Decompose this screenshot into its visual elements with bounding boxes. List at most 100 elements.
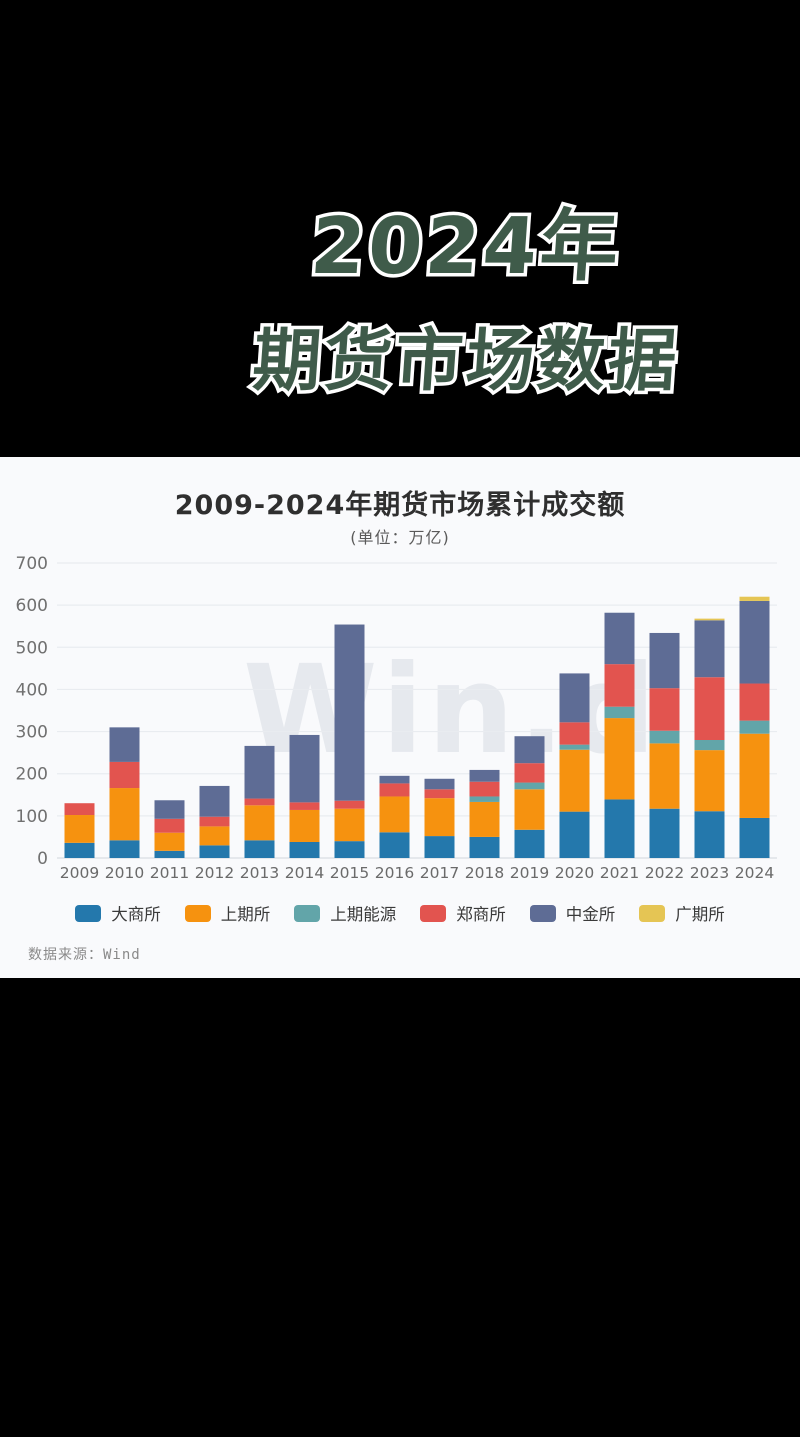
bar-segment — [694, 620, 725, 678]
bar-segment — [199, 826, 230, 846]
bar-segment — [514, 736, 545, 764]
bar-segment — [379, 832, 410, 858]
bar-segment — [694, 618, 725, 621]
bar-segment — [649, 632, 680, 689]
bar-segment — [604, 799, 635, 858]
bar-segment — [289, 809, 320, 842]
bar-segment — [469, 796, 500, 802]
legend-label: 广期所 — [675, 905, 725, 924]
bar-segment — [559, 749, 590, 812]
bar-segment — [604, 612, 635, 665]
bar-segment — [694, 811, 725, 858]
bar-segment — [739, 733, 770, 818]
y-axis-tick-label: 500 — [16, 638, 48, 658]
legend-item: 大商所 — [75, 901, 161, 925]
chart-unit-subtitle: (单位：万亿) — [350, 528, 450, 547]
bar-segment — [424, 836, 455, 858]
x-axis-tick-label: 2019 — [510, 864, 549, 882]
y-axis-tick-label: 700 — [16, 554, 48, 574]
legend-item: 上期能源 — [294, 901, 396, 925]
bar-segment — [379, 775, 410, 784]
bar-segment — [649, 808, 680, 858]
bar-segment — [469, 769, 500, 782]
legend-label: 上期能源 — [330, 905, 397, 924]
bar-segment — [559, 722, 590, 745]
bar-segment — [109, 788, 140, 841]
bar-segment — [694, 677, 725, 740]
bar-segment — [649, 730, 680, 744]
bar-segment — [739, 817, 770, 858]
x-axis-tick-label: 2024 — [735, 864, 774, 882]
bar-segment — [559, 673, 590, 723]
bar-segment — [649, 743, 680, 809]
x-axis-tick-label: 2023 — [690, 864, 729, 882]
bar-segment — [604, 718, 635, 800]
legend-swatch — [420, 904, 447, 922]
legend-label: 中金所 — [565, 905, 616, 924]
bar-segment — [694, 750, 725, 812]
legend-label: 郑商所 — [456, 905, 506, 924]
bar-segment — [289, 802, 320, 810]
stacked-bar-chart: 0 100 200 300 400 500 600 700 2009 2010 2011 2012 20… — [16, 554, 777, 882]
bar-segment — [154, 850, 185, 858]
bar-segment — [334, 624, 365, 801]
bar-segment — [289, 841, 320, 858]
bar-segment — [604, 706, 635, 719]
x-axis-tick-label: 2020 — [555, 864, 594, 882]
legend-label: 上期所 — [220, 905, 271, 924]
legend-item: 中金所 — [529, 901, 616, 925]
x-axis-tick-label: 2016 — [375, 864, 414, 882]
legend-label: 大商所 — [111, 905, 161, 924]
x-axis-tick-label: 2021 — [600, 864, 639, 882]
bar-segment — [154, 832, 185, 851]
bar-segment — [199, 845, 230, 858]
page-title-line-1: 2024年 — [304, 199, 627, 296]
bar-segment — [739, 683, 770, 721]
bar-segment — [424, 789, 455, 799]
x-axis-tick-label: 2018 — [465, 864, 504, 882]
x-axis-tick-label: 2010 — [105, 864, 144, 882]
bar-segment — [379, 783, 410, 797]
bar-segment — [244, 840, 275, 858]
bar-segment — [64, 842, 95, 858]
y-axis-tick-label: 600 — [16, 596, 48, 616]
bar-segment — [559, 744, 590, 750]
bar-segment — [199, 785, 230, 817]
x-axis-tick-label: 2022 — [645, 864, 684, 882]
bar-segment — [694, 740, 725, 751]
x-axis-tick-label: 2011 — [150, 864, 189, 882]
x-axis-tick-label: 2009 — [60, 864, 99, 882]
bar-segment — [514, 782, 545, 790]
legend-swatch — [529, 904, 556, 922]
legend-swatch — [639, 904, 666, 922]
bar-segment — [109, 761, 140, 789]
bar-segment — [514, 829, 545, 858]
bar-segment — [424, 778, 455, 790]
bar-segment — [739, 720, 770, 734]
bar-segment — [244, 798, 275, 806]
bar-segment — [424, 798, 455, 837]
y-axis-tick-label: 400 — [16, 680, 48, 700]
data-source-note: 数据来源：Wind — [28, 947, 141, 963]
legend-swatch — [75, 904, 102, 922]
legend-item: 广期所 — [639, 901, 725, 925]
bar-segment — [109, 727, 140, 762]
headline-section: 2024年 期货市场数据 — [0, 0, 800, 457]
bar-segment — [739, 600, 770, 684]
y-axis-tick-label: 200 — [16, 765, 48, 785]
bar-segment — [64, 803, 95, 816]
bar-segment — [514, 789, 545, 830]
y-axis-tick-label: 100 — [16, 807, 48, 827]
bar-segment — [64, 815, 95, 843]
chart-title: 2009-2024年期货市场累计成交额 — [174, 490, 626, 521]
x-axis-tick-label: 2012 — [195, 864, 234, 882]
x-axis-tick-label: 2014 — [285, 864, 324, 882]
y-axis-tick-label: 0 — [37, 849, 48, 869]
bar-segment — [469, 801, 500, 837]
chart-panel: 2009-2024年期货市场累计成交额 (单位：万亿) Win.d 0 100 20… — [0, 457, 800, 978]
legend-swatch — [294, 904, 321, 922]
bar-segment — [649, 688, 680, 731]
bar-segment — [559, 811, 590, 858]
bar-segment — [244, 745, 275, 799]
